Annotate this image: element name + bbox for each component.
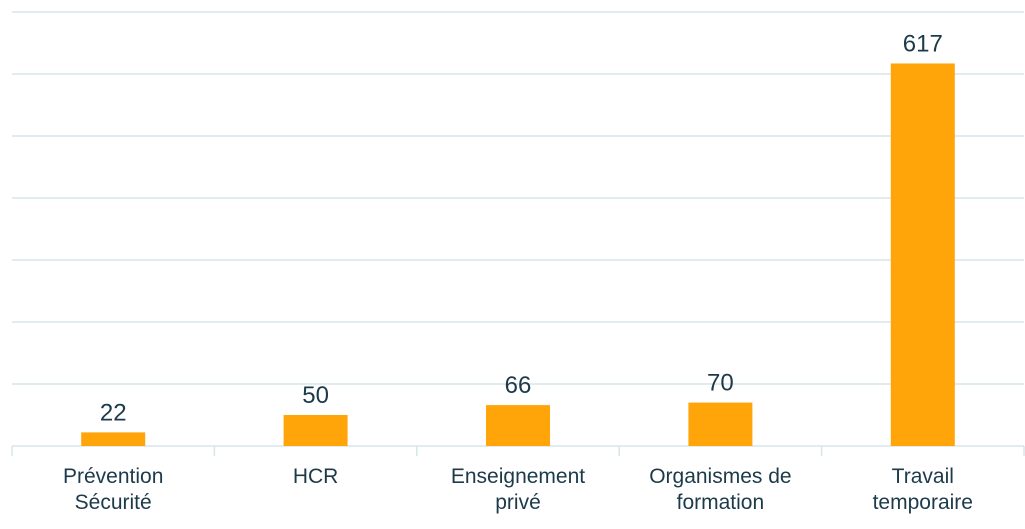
value-label: 66 [505, 372, 532, 399]
value-label: 617 [903, 30, 943, 57]
bar [486, 405, 550, 446]
bar [81, 432, 146, 446]
value-label: 22 [100, 399, 127, 426]
bar [890, 63, 955, 447]
x-tick-label: Prévention Sécurité [62, 465, 164, 514]
bar [283, 415, 348, 446]
x-tick-label: Organismes de formation [649, 465, 792, 514]
x-tick-label: HCR [292, 465, 339, 488]
value-label: 70 [707, 370, 734, 397]
x-tick-label: Travail temporaire [872, 465, 973, 514]
x-tick-label: Enseignement privé [450, 465, 586, 514]
bar [688, 402, 753, 446]
value-label: 50 [302, 382, 329, 409]
